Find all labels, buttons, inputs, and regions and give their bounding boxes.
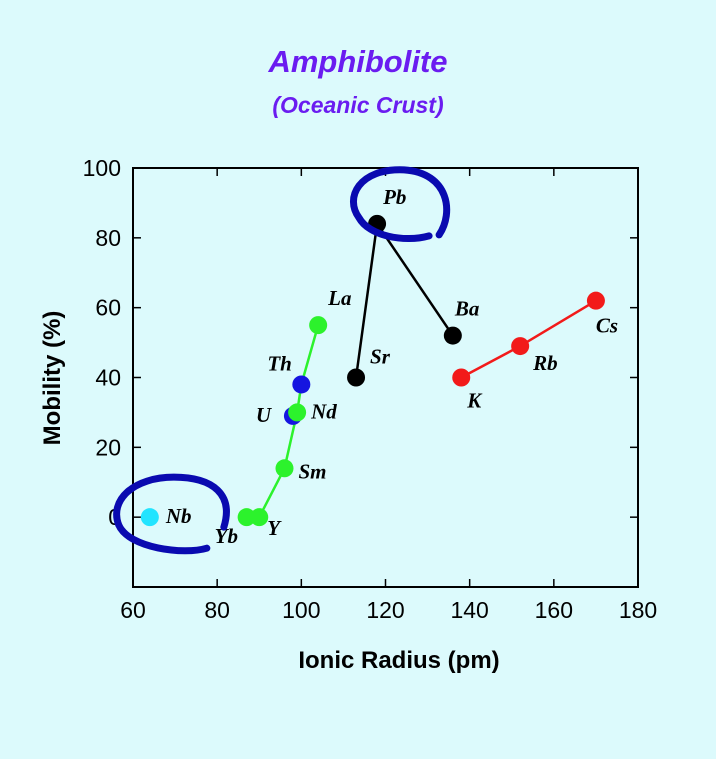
data-point-nd (288, 403, 307, 422)
data-point-yb (237, 508, 256, 527)
highlight-circle-nb (113, 473, 230, 555)
point-label-yb: Yb (215, 524, 238, 548)
point-label-pb: Pb (382, 185, 406, 209)
data-point-sr (347, 368, 366, 387)
x-axis-label: Ionic Radius (pm) (298, 647, 499, 674)
point-label-u: U (256, 403, 273, 427)
y-tick-label: 60 (95, 295, 121, 321)
highlight-circles (113, 166, 451, 555)
y-tick-label: 20 (95, 434, 121, 460)
x-tick-label: 60 (120, 597, 146, 623)
point-label-ba: Ba (454, 297, 480, 321)
data-point-rb (511, 337, 530, 356)
data-point-cs (586, 291, 605, 310)
point-labels: Nb Yb Y Sm U Nd Th La Sr Pb Ba K Rb Cs (165, 185, 618, 548)
data-point-k (452, 368, 471, 387)
point-label-th: Th (267, 351, 292, 375)
point-label-rb: Rb (532, 351, 558, 375)
plot-frame (132, 167, 639, 588)
point-label-k: K (466, 389, 483, 413)
point-label-sm: Sm (299, 459, 327, 483)
data-point-y (250, 508, 269, 527)
point-label-y: Y (267, 516, 282, 540)
x-tick-label: 180 (619, 597, 657, 623)
y-axis-label: Mobility (%) (39, 311, 66, 446)
data-point-sm (275, 459, 294, 478)
chart-subtitle: (Oceanic Crust) (272, 92, 444, 118)
data-point-th (292, 375, 311, 394)
point-label-nd: Nd (310, 399, 337, 423)
highlight-circle-pb (350, 166, 451, 242)
data-point-la (309, 316, 328, 335)
data-point-nb (140, 508, 159, 527)
point-label-la: La (327, 286, 351, 310)
x-tick-label: 80 (204, 597, 230, 623)
series-line-3 (460, 299, 597, 379)
point-label-sr: Sr (370, 345, 391, 369)
point-label-nb: Nb (165, 504, 192, 528)
data-point-ba (443, 326, 462, 345)
y-tick-label: 100 (83, 155, 121, 181)
x-tick-label: 160 (535, 597, 573, 623)
chart-title: Amphibolite (268, 44, 448, 79)
x-tick-label: 140 (450, 597, 488, 623)
x-tick-label: 100 (282, 597, 320, 623)
x-tick-label: 120 (366, 597, 404, 623)
point-label-cs: Cs (596, 314, 618, 338)
y-tick-label: 80 (95, 225, 121, 251)
y-tick-label: 40 (95, 365, 121, 391)
